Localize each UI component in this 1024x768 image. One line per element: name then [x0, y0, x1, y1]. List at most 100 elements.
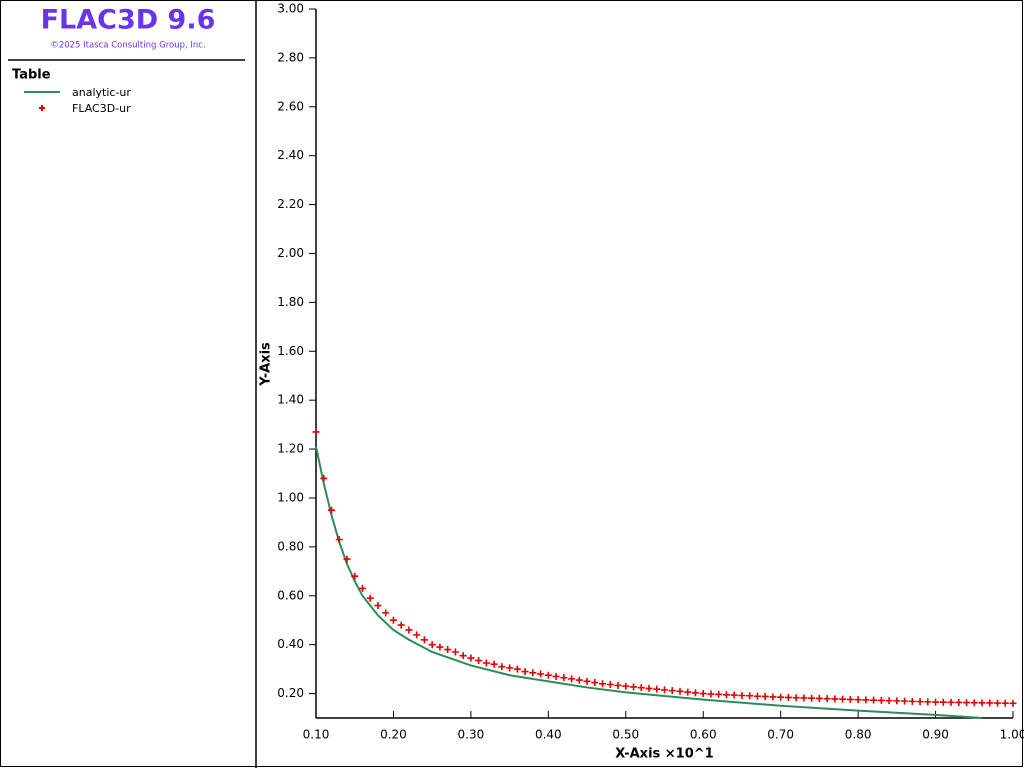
data-point	[482, 659, 490, 667]
legend-label: FLAC3D-ur	[72, 102, 131, 115]
data-point	[862, 696, 870, 704]
data-point	[420, 636, 428, 644]
data-point	[630, 683, 638, 691]
y-tick-label: 1.80	[277, 295, 304, 309]
x-tick-label: 0.30	[458, 728, 485, 742]
y-tick-label: 2.20	[277, 197, 304, 211]
y-tick-label: 1.40	[277, 393, 304, 407]
data-point	[699, 690, 707, 698]
x-tick-label: 0.90	[922, 728, 949, 742]
y-tick-label: 0.20	[277, 686, 304, 700]
y-axis-title: Y-Axis	[259, 342, 274, 387]
data-point	[591, 679, 599, 687]
y-tick-label: 2.60	[277, 99, 304, 113]
data-point	[815, 694, 823, 702]
data-point	[901, 697, 909, 705]
data-point	[459, 652, 467, 660]
data-point	[738, 692, 746, 700]
x-tick-label: 0.60	[690, 728, 717, 742]
data-point	[970, 699, 978, 707]
data-point	[374, 602, 382, 610]
data-point	[521, 668, 529, 676]
data-point	[335, 536, 343, 544]
data-point	[537, 670, 545, 678]
data-point	[529, 669, 537, 677]
data-point	[924, 698, 932, 706]
data-point	[351, 572, 359, 580]
data-point	[498, 663, 506, 671]
data-point	[715, 690, 723, 698]
data-point	[769, 693, 777, 701]
y-tick-label: 1.60	[277, 344, 304, 358]
x-tick-label: 0.10	[303, 728, 330, 742]
data-line	[315, 446, 983, 719]
data-point	[761, 692, 769, 700]
data-point	[389, 616, 397, 624]
data-point	[358, 584, 366, 592]
data-point	[475, 657, 483, 665]
data-point	[800, 694, 808, 702]
data-point	[544, 671, 552, 679]
data-point	[846, 695, 854, 703]
data-point	[397, 621, 405, 629]
data-point	[320, 474, 328, 482]
data-point	[668, 687, 676, 695]
data-point	[730, 691, 738, 699]
data-point	[986, 699, 994, 707]
data-point	[444, 646, 452, 654]
data-point	[343, 555, 351, 563]
data-point	[978, 699, 986, 707]
data-point	[312, 428, 320, 436]
data-point	[599, 680, 607, 688]
data-point	[622, 682, 630, 690]
y-tick-label: 0.80	[277, 539, 304, 553]
y-tick-label: 1.00	[277, 490, 304, 504]
data-point	[382, 609, 390, 617]
x-tick-label: 0.70	[767, 728, 794, 742]
y-tick-label: 2.80	[277, 50, 304, 64]
data-point	[327, 506, 335, 514]
data-point	[645, 684, 653, 692]
x-axis-title: X-Axis ×10^1	[615, 747, 713, 762]
data-point	[947, 698, 955, 706]
data-point	[808, 694, 816, 702]
data-point	[994, 699, 1002, 707]
data-point	[691, 689, 699, 697]
data-point	[684, 688, 692, 696]
data-point	[893, 697, 901, 705]
data-point	[908, 697, 916, 705]
data-point	[676, 687, 684, 695]
x-tick-label: 0.50	[612, 728, 639, 742]
data-point	[661, 686, 668, 694]
y-tick-label: 3.00	[277, 2, 304, 16]
data-point	[1009, 699, 1017, 707]
data-point	[614, 681, 622, 689]
data-point	[451, 648, 459, 656]
data-point	[575, 676, 583, 684]
data-point	[366, 594, 374, 602]
x-tick-label: 0.40	[535, 728, 562, 742]
data-point	[552, 672, 560, 680]
data-point	[746, 692, 754, 700]
data-point	[753, 692, 761, 700]
app-title: FLAC3D 9.6	[41, 5, 216, 36]
data-point	[839, 695, 847, 703]
data-point	[513, 665, 521, 673]
copyright: ©2025 Itasca Consulting Group, Inc.	[50, 41, 205, 51]
data-point	[784, 693, 792, 701]
panel-title: Table	[12, 68, 51, 83]
data-point	[490, 660, 498, 668]
x-tick-label: 0.80	[845, 728, 872, 742]
data-point	[653, 685, 661, 693]
data-point	[877, 696, 885, 704]
data-point	[560, 674, 568, 682]
y-tick-label: 2.00	[277, 246, 304, 260]
data-point	[428, 641, 436, 649]
data-point	[413, 631, 421, 639]
data-point	[583, 677, 591, 685]
plot-area: 0.10 0.20 0.30 0.40 0.50 0.60 0.70 0.80 0.90 1.00…	[259, 2, 1024, 762]
data-point	[885, 697, 893, 705]
data-point	[707, 690, 715, 698]
data-point	[637, 684, 645, 692]
